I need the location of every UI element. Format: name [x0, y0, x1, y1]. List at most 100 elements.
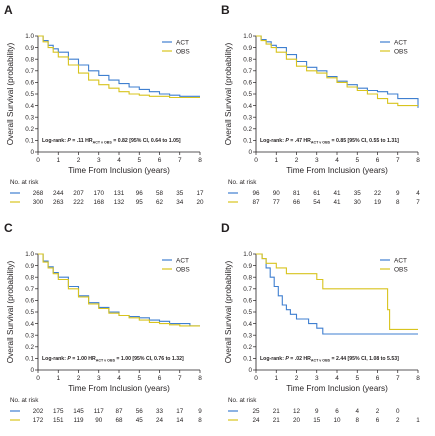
at-risk-count: 12 — [293, 408, 301, 415]
at-risk-count: 87 — [115, 408, 123, 415]
y-tick-label: 0.8 — [25, 274, 34, 281]
annotation-part: Log-rank: — [42, 138, 67, 144]
y-tick-label: 0.1 — [243, 356, 252, 363]
y-tick-label: 0.5 — [25, 91, 34, 98]
at-risk-count: 263 — [53, 199, 64, 206]
series-line-act — [256, 253, 418, 335]
at-risk-count: 90 — [95, 417, 103, 424]
at-risk-label: No. at risk — [228, 179, 257, 186]
annotation-part: = .02 HR — [289, 356, 311, 362]
at-risk-count: 145 — [73, 408, 84, 415]
y-axis-title: Overall Survival (probability) — [6, 261, 15, 364]
annotation-part: ACT v OBS — [311, 140, 331, 144]
y-tick-label: 0.2 — [25, 344, 34, 351]
y-axis-title: Overall Survival (probability) — [6, 43, 15, 146]
at-risk-count: 132 — [114, 199, 125, 206]
x-tick-label: 3 — [97, 375, 101, 382]
at-risk-count: 8 — [198, 417, 202, 424]
at-risk-count: 19 — [374, 199, 382, 206]
at-risk-count: 58 — [156, 190, 164, 197]
annotation-part: = 0.82 [95% CI, 0.64 to 1.05] — [112, 138, 181, 144]
at-risk-count: 25 — [252, 408, 260, 415]
legend-label: OBS — [394, 48, 408, 55]
annotation-part: P — [285, 356, 289, 362]
at-risk-count: 24 — [156, 417, 164, 424]
x-tick-label: 8 — [198, 375, 202, 382]
x-tick-label: 3 — [97, 157, 101, 164]
at-risk-count: 17 — [176, 408, 184, 415]
annotation-part: = 2.44 [95% CI, 1.08 to 5.53] — [330, 356, 399, 362]
at-risk-count: 21 — [273, 408, 281, 415]
y-tick-label: 0.6 — [243, 298, 252, 305]
y-tick-label: 0.9 — [243, 45, 252, 52]
x-tick-label: 4 — [117, 375, 121, 382]
annotation-part: P — [285, 138, 289, 144]
at-risk-count: 8 — [355, 417, 359, 424]
at-risk-count: 168 — [93, 199, 104, 206]
x-tick-label: 6 — [376, 375, 380, 382]
at-risk-count: 9 — [396, 190, 400, 197]
logrank-annotation: Log-rank: P = .02 HRACT v OBS = 2.44 [95… — [260, 356, 399, 362]
at-risk-count: 20 — [293, 417, 301, 424]
at-risk-count: 35 — [354, 190, 362, 197]
panel-label: D — [221, 221, 230, 235]
y-tick-label: 0.6 — [25, 80, 34, 87]
legend-label: ACT — [394, 257, 407, 264]
at-risk-count: 4 — [355, 408, 359, 415]
at-risk-count: 54 — [313, 199, 321, 206]
x-tick-label: 7 — [396, 157, 400, 164]
at-risk-count: 131 — [114, 190, 125, 197]
at-risk-count: 222 — [73, 199, 84, 206]
annotation-part: Log-rank: — [42, 356, 67, 362]
y-tick-label: 0.3 — [243, 332, 252, 339]
at-risk-count: 17 — [196, 190, 204, 197]
y-tick-label: 0.8 — [243, 274, 252, 281]
y-tick-label: 0.7 — [243, 68, 252, 75]
annotation-part: P — [67, 356, 71, 362]
at-risk-count: 35 — [176, 190, 184, 197]
at-risk-count: 56 — [136, 408, 144, 415]
at-risk-count: 300 — [33, 199, 44, 206]
x-tick-label: 7 — [178, 157, 182, 164]
at-risk-count: 6 — [376, 417, 380, 424]
legend-label: ACT — [394, 39, 407, 46]
at-risk-count: 202 — [33, 408, 44, 415]
at-risk-count: 96 — [136, 190, 144, 197]
x-tick-label: 1 — [274, 157, 278, 164]
y-tick-label: 0.3 — [25, 114, 34, 121]
series-line-obs — [256, 35, 418, 107]
y-tick-label: 0.1 — [243, 138, 252, 145]
y-tick-label: 0.3 — [25, 332, 34, 339]
x-tick-label: 5 — [355, 375, 359, 382]
x-tick-label: 0 — [254, 157, 258, 164]
series-line-obs — [256, 253, 418, 330]
at-risk-count: 151 — [53, 417, 64, 424]
panel-label: B — [221, 3, 230, 17]
at-risk-count: 96 — [252, 190, 260, 197]
y-tick-label: 1.0 — [243, 251, 252, 258]
at-risk-label: No. at risk — [10, 397, 39, 404]
at-risk-count: 41 — [333, 190, 341, 197]
x-tick-label: 4 — [117, 157, 121, 164]
y-tick-label: 1.0 — [25, 251, 34, 258]
y-tick-label: 0.6 — [243, 80, 252, 87]
y-tick-label: 1.0 — [243, 33, 252, 40]
logrank-annotation: Log-rank: P = 1.00 HRACT v OBS = 1.00 [9… — [42, 356, 184, 362]
y-tick-label: 0.4 — [243, 321, 252, 328]
at-risk-count: 41 — [333, 199, 341, 206]
at-risk-count: 33 — [156, 408, 164, 415]
at-risk-count: 117 — [94, 408, 105, 415]
annotation-part: Log-rank: — [260, 356, 285, 362]
x-tick-label: 8 — [416, 157, 420, 164]
at-risk-count: 9 — [315, 408, 319, 415]
logrank-annotation: Log-rank: P = .47 HRACT v OBS = 0.85 [95… — [260, 138, 399, 144]
at-risk-count: 6 — [335, 408, 339, 415]
at-risk-count: 244 — [53, 190, 64, 197]
at-risk-count: 90 — [273, 190, 281, 197]
annotation-part: P — [67, 138, 71, 144]
x-tick-label: 4 — [335, 375, 339, 382]
y-tick-label: 0.2 — [243, 344, 252, 351]
y-tick-label: 0 — [248, 367, 252, 374]
at-risk-count: 8 — [396, 199, 400, 206]
